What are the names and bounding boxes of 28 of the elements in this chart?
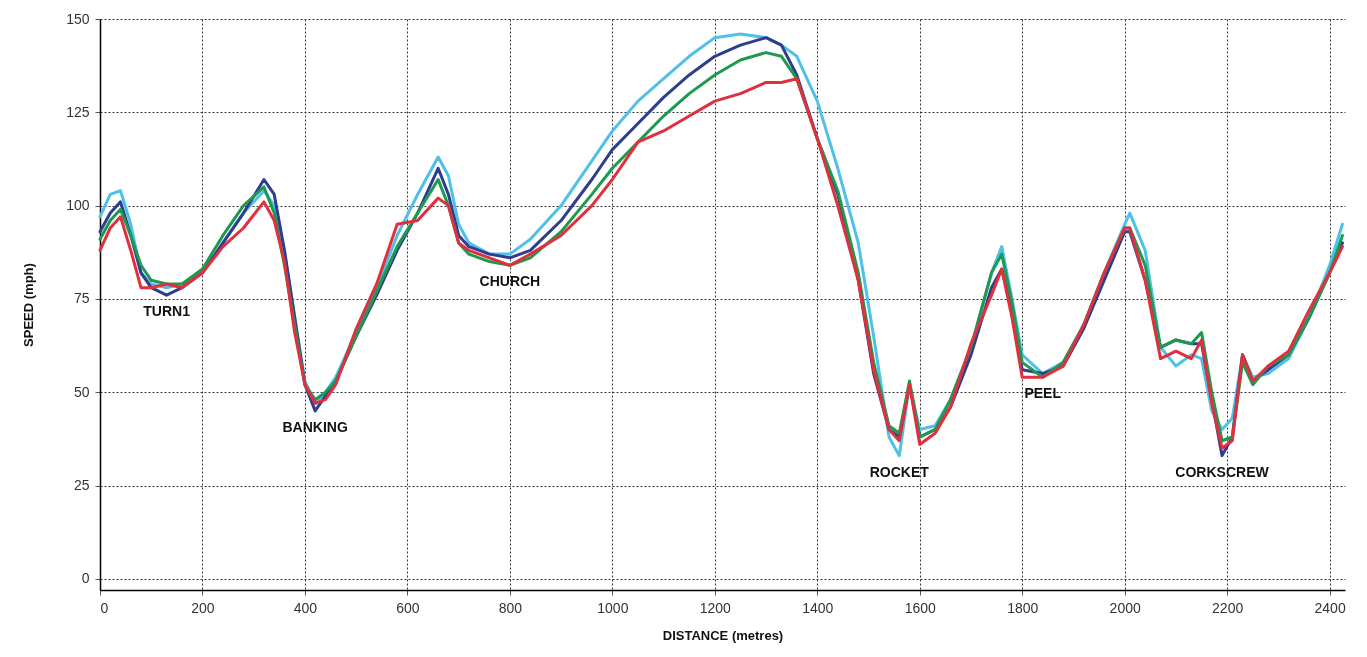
- annotation: PEEL: [1024, 385, 1062, 402]
- annotation: ROCKET: [869, 463, 930, 480]
- x-tick-label: 2400: [1314, 599, 1346, 616]
- x-tick-label: 1800: [1007, 599, 1039, 616]
- x-tick-label: 2000: [1109, 599, 1141, 616]
- x-tick-label: 600: [396, 599, 420, 616]
- x-tick-label: 1600: [904, 599, 937, 616]
- x-axis-title: DISTANCE (metres): [662, 627, 784, 643]
- x-tick-label: 200: [191, 599, 215, 616]
- y-tick-label: 50: [73, 383, 90, 400]
- x-tick-label: 800: [498, 599, 523, 616]
- y-tick-label: 125: [66, 103, 90, 120]
- y-tick-label: 150: [66, 10, 90, 27]
- y-tick-label: 75: [73, 290, 90, 307]
- y-axis-title: SPEED (mph): [21, 263, 37, 347]
- annotation: CORKSCREW: [1175, 463, 1270, 480]
- x-tick-label: 1200: [699, 599, 732, 616]
- annotation: TURN1: [143, 303, 191, 320]
- y-tick-label: 0: [81, 570, 90, 587]
- x-tick-label: 1000: [597, 599, 629, 616]
- annotation: BANKING: [282, 418, 348, 435]
- x-tick-label: 1400: [802, 599, 834, 616]
- annotation: CHURCH: [479, 273, 541, 290]
- y-tick-label: 25: [73, 477, 90, 493]
- x-tick-label: 400: [293, 599, 318, 616]
- x-tick-label: 0: [100, 599, 109, 616]
- y-tick-label: 100: [66, 197, 90, 214]
- x-tick-label: 2200: [1212, 599, 1244, 616]
